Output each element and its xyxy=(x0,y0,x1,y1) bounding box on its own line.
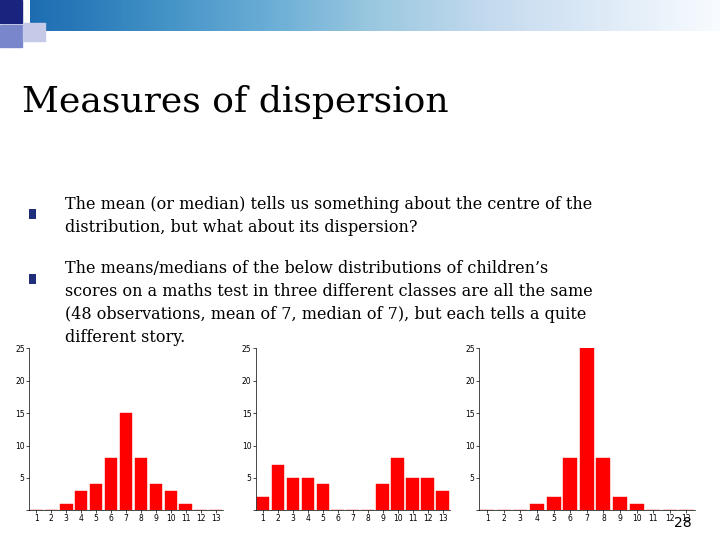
Bar xyxy=(164,491,177,510)
Bar xyxy=(421,478,434,510)
Bar xyxy=(629,504,644,510)
Bar xyxy=(135,458,148,510)
Bar xyxy=(60,504,73,510)
Bar xyxy=(580,348,594,510)
Bar xyxy=(257,497,269,510)
Bar xyxy=(546,497,561,510)
Bar xyxy=(436,491,449,510)
Text: The mean (or median) tells us something about the centre of the
distribution, bu: The mean (or median) tells us something … xyxy=(65,196,592,236)
Bar xyxy=(377,484,389,510)
Bar xyxy=(104,458,117,510)
Bar xyxy=(23,23,45,41)
Bar xyxy=(0,0,22,23)
Bar xyxy=(302,478,315,510)
Bar xyxy=(287,478,300,510)
Bar xyxy=(271,465,284,510)
Bar xyxy=(613,497,627,510)
Bar xyxy=(406,478,419,510)
Bar xyxy=(75,491,88,510)
Bar xyxy=(391,458,404,510)
Bar xyxy=(120,413,132,510)
Bar xyxy=(179,504,192,510)
Text: Measures of dispersion: Measures of dispersion xyxy=(22,85,449,118)
Bar xyxy=(150,484,162,510)
Bar xyxy=(596,458,611,510)
Bar xyxy=(317,484,329,510)
Text: 28: 28 xyxy=(674,516,691,530)
Bar xyxy=(0,25,22,48)
Text: The means/medians of the below distributions of children’s
scores on a maths tes: The means/medians of the below distribut… xyxy=(65,260,593,346)
Bar xyxy=(563,458,577,510)
Bar xyxy=(90,484,102,510)
Bar xyxy=(530,504,544,510)
